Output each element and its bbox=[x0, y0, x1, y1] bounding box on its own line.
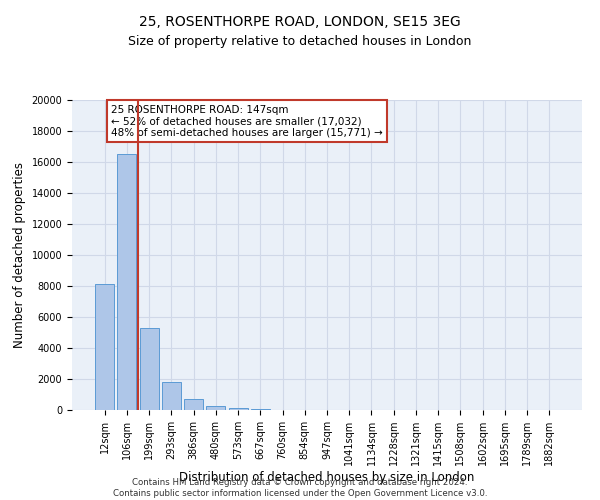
Text: 25 ROSENTHORPE ROAD: 147sqm
← 52% of detached houses are smaller (17,032)
48% of: 25 ROSENTHORPE ROAD: 147sqm ← 52% of det… bbox=[112, 104, 383, 138]
X-axis label: Distribution of detached houses by size in London: Distribution of detached houses by size … bbox=[179, 471, 475, 484]
Text: 25, ROSENTHORPE ROAD, LONDON, SE15 3EG: 25, ROSENTHORPE ROAD, LONDON, SE15 3EG bbox=[139, 15, 461, 29]
Bar bbox=[251, 408, 270, 410]
Bar bbox=[162, 382, 181, 410]
Y-axis label: Number of detached properties: Number of detached properties bbox=[13, 162, 26, 348]
Text: Contains HM Land Registry data © Crown copyright and database right 2024.
Contai: Contains HM Land Registry data © Crown c… bbox=[113, 478, 487, 498]
Bar bbox=[118, 154, 136, 410]
Bar bbox=[184, 399, 203, 410]
Text: Size of property relative to detached houses in London: Size of property relative to detached ho… bbox=[128, 35, 472, 48]
Bar bbox=[95, 284, 114, 410]
Bar bbox=[206, 406, 225, 410]
Bar bbox=[140, 328, 158, 410]
Bar bbox=[229, 408, 248, 410]
